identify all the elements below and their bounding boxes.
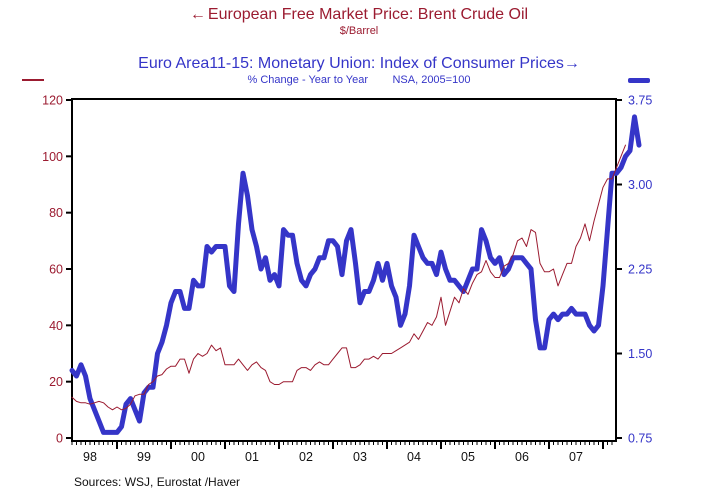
x-axis-tick-label: 00 xyxy=(191,450,205,464)
x-axis-tick-label: 02 xyxy=(299,450,313,464)
left-arrow-icon: ← xyxy=(189,6,206,23)
x-axis-tick-label: 99 xyxy=(137,450,151,464)
left-axis-tick-label: 120 xyxy=(42,94,63,108)
cpi-series-title: Euro Area11-15: Monetary Union: Index of… xyxy=(0,55,718,73)
right-axis-tick-label: 1.50 xyxy=(628,347,652,361)
right-axis-tick-label: 3.00 xyxy=(628,178,652,192)
left-axis-tick-label: 20 xyxy=(49,375,63,389)
x-axis-tick-label: 01 xyxy=(245,450,259,464)
cpi-title-text: Euro Area11-15: Monetary Union: Index of… xyxy=(138,55,564,72)
oil-price-line xyxy=(71,144,626,411)
source-note: Sources: WSJ, Eurostat /Haver xyxy=(74,475,241,489)
cpi-line xyxy=(69,114,642,435)
x-axis-tick-label: 06 xyxy=(515,450,529,464)
left-axis-tick-label: 60 xyxy=(49,263,63,277)
left-axis-tick-label: 80 xyxy=(49,206,63,220)
oil-legend-swatch xyxy=(22,79,44,81)
x-axis-tick-label: 98 xyxy=(83,450,97,464)
left-axis-tick-label: 100 xyxy=(42,150,63,164)
oil-series-subtitle: $/Barrel xyxy=(339,25,379,37)
oil-title-text: European Free Market Price: Brent Crude … xyxy=(207,6,529,23)
cpi-legend-swatch xyxy=(628,78,650,83)
right-axis-tick-label: 3.75 xyxy=(628,94,652,108)
x-axis-tick-label: 05 xyxy=(461,450,475,464)
x-axis-tick-label: 03 xyxy=(353,450,367,464)
oil-series-title: ← European Free Market Price: Brent Crude… xyxy=(0,6,718,24)
right-axis-tick-label: 2.25 xyxy=(628,263,652,277)
left-axis-tick-label: 0 xyxy=(56,432,63,446)
x-axis-tick-label: 04 xyxy=(407,450,421,464)
right-arrow-icon: → xyxy=(563,55,580,72)
cpi-series-subtitle: % Change - Year to Year NSA, 2005=100 xyxy=(247,74,471,86)
right-axis-tick-label: 0.75 xyxy=(628,432,652,446)
x-axis-tick-label: 07 xyxy=(569,450,583,464)
left-axis-tick-label: 40 xyxy=(49,319,63,333)
